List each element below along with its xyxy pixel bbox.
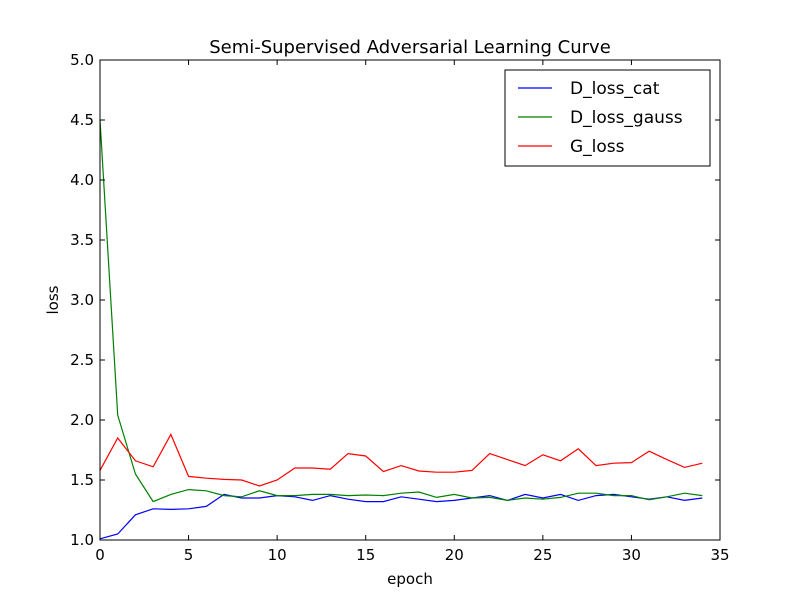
legend-entry-d-loss-gauss: D_loss_gauss [518,108,683,128]
plot-area: 0 5 10 15 20 25 30 35 1.0 1.5 2.0 2.5 3.0 3.5 4.0 4.5 5.… [70,51,729,564]
y-tick-label: 1.0 [70,531,94,549]
x-tick-label: 25 [533,546,552,564]
y-tick-label: 4.0 [70,171,94,189]
y-axis-label: loss [44,285,62,314]
x-tick-label: 5 [184,546,194,564]
legend-box [504,69,711,167]
legend-label: D_loss_cat [570,79,660,99]
tick-layer: 0 5 10 15 20 25 30 35 1.0 1.5 2.0 2.5 3.0 3.5 4.0 4.5 5.… [70,51,729,564]
chart-title: Semi-Supervised Adversarial Learning Cur… [209,37,611,58]
series-line-d-loss-cat [99,493,703,540]
x-tick-label: 15 [356,546,375,564]
x-tick-label: 35 [710,546,729,564]
y-tick-label: 1.5 [70,471,94,489]
y-tick-label: 5.0 [70,51,94,69]
x-tick-label: 10 [268,546,287,564]
x-tick-label: 20 [445,546,464,564]
legend-entries: D_loss_cat D_loss_gauss G_loss [518,79,683,157]
y-tick-label: 3.5 [70,231,94,249]
y-tick-label: 2.5 [70,351,94,369]
series-line-g-loss [99,433,703,487]
x-tick-label: 0 [95,546,105,564]
y-tick-label: 2.0 [70,411,94,429]
y-tick-label: 3.0 [70,291,94,309]
y-tick-label: 4.5 [70,111,94,129]
legend: D_loss_cat D_loss_gauss G_loss [504,69,711,167]
series-line-d-loss-gauss [99,119,703,503]
x-tick-label: 30 [622,546,641,564]
series-layer [99,119,703,540]
legend-entry-g-loss: G_loss [518,137,625,157]
x-axis-label: epoch [387,570,433,588]
legend-entry-d-loss-cat: D_loss_cat [518,79,660,99]
legend-label: D_loss_gauss [570,108,683,128]
axes-frame [99,59,721,541]
legend-label: G_loss [570,137,625,157]
